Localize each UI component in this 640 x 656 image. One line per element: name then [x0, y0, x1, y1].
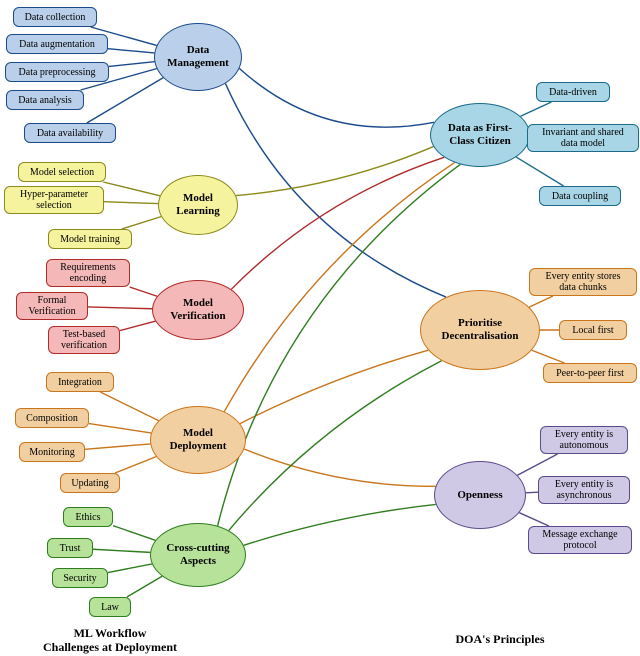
- leaf-label: Data analysis: [18, 95, 72, 106]
- leaf-label: Monitoring: [29, 447, 75, 458]
- leaf-label: Law: [101, 602, 119, 613]
- hub-data-mgmt: DataManagement: [154, 23, 242, 91]
- leaf-model-deploy-12: Composition: [15, 408, 89, 428]
- leaf-data-mgmt-3: Data analysis: [6, 90, 84, 110]
- hub-label: ModelVerification: [170, 297, 225, 322]
- leaf-data-first-20: Invariant and shareddata model: [527, 124, 639, 152]
- leaf-cross-cut-16: Trust: [47, 538, 93, 558]
- leaf-label: Trust: [60, 543, 81, 554]
- leaf-label: Test-basedverification: [61, 329, 107, 351]
- diagram-canvas: DataManagement ModelLearning ModelVerifica…: [0, 0, 640, 656]
- hub-label: Data as First-Class Citizen: [448, 122, 512, 147]
- leaf-label: Every entity isautonomous: [555, 429, 613, 451]
- leaf-label: Data availability: [37, 128, 103, 139]
- leaf-model-deploy-11: Integration: [46, 372, 114, 392]
- leaf-model-verif-9: FormalVerification: [16, 292, 88, 320]
- leaf-model-learning-6: Hyper-parameterselection: [4, 186, 104, 214]
- leaf-label: Invariant and shareddata model: [542, 127, 624, 149]
- leaf-label: Message exchangeprotocol: [542, 529, 617, 551]
- leaf-label: Data collection: [25, 12, 86, 23]
- leaf-label: Peer-to-peer first: [556, 368, 624, 379]
- leaf-openness-27: Message exchangeprotocol: [528, 526, 632, 554]
- leaf-label: Ethics: [76, 512, 101, 523]
- leaf-label: Data-driven: [549, 87, 597, 98]
- hub-label: Cross-cuttingAspects: [166, 542, 229, 567]
- leaf-prioritise-22: Every entity storesdata chunks: [529, 268, 637, 296]
- leaf-cross-cut-18: Law: [89, 597, 131, 617]
- leaf-model-deploy-14: Updating: [60, 473, 120, 493]
- leaf-prioritise-24: Peer-to-peer first: [543, 363, 637, 383]
- hub-model-deploy: ModelDeployment: [150, 406, 246, 474]
- caption-right: DOA's Principles: [420, 632, 580, 646]
- leaf-label: Requirementsencoding: [60, 262, 116, 284]
- hub-data-first: Data as First-Class Citizen: [430, 103, 530, 167]
- leaf-data-mgmt-4: Data availability: [24, 123, 116, 143]
- leaf-label: Hyper-parameterselection: [20, 189, 88, 211]
- leaf-cross-cut-15: Ethics: [63, 507, 113, 527]
- leaf-data-mgmt-2: Data preprocessing: [5, 62, 109, 82]
- leaf-label: Every entity storesdata chunks: [546, 271, 621, 293]
- hub-label: Openness: [457, 489, 502, 502]
- leaf-data-first-21: Data coupling: [539, 186, 621, 206]
- leaf-label: Local first: [572, 325, 613, 336]
- caption-left: ML WorkflowChallenges at Deployment: [10, 626, 210, 655]
- leaf-model-deploy-13: Monitoring: [19, 442, 85, 462]
- leaf-model-verif-8: Requirementsencoding: [46, 259, 130, 287]
- leaf-cross-cut-17: Security: [52, 568, 108, 588]
- leaf-model-learning-5: Model selection: [18, 162, 106, 182]
- leaf-model-verif-10: Test-basedverification: [48, 326, 120, 354]
- leaf-label: Every entity isasynchronous: [555, 479, 613, 501]
- leaf-label: FormalVerification: [28, 295, 75, 317]
- hub-model-verif: ModelVerification: [152, 280, 244, 340]
- hub-label: DataManagement: [167, 44, 229, 69]
- hub-model-learning: ModelLearning: [158, 175, 238, 235]
- hub-label: PrioritiseDecentralisation: [442, 317, 519, 342]
- leaf-data-mgmt-0: Data collection: [13, 7, 97, 27]
- leaf-model-learning-7: Model training: [48, 229, 132, 249]
- hub-cross-cut: Cross-cuttingAspects: [150, 523, 246, 587]
- hub-prioritise: PrioritiseDecentralisation: [420, 290, 540, 370]
- leaf-label: Model selection: [30, 167, 94, 178]
- leaf-label: Security: [63, 573, 96, 584]
- leaf-openness-26: Every entity isasynchronous: [538, 476, 630, 504]
- leaf-data-first-19: Data-driven: [536, 82, 610, 102]
- hub-label: ModelLearning: [176, 192, 219, 217]
- hub-label: ModelDeployment: [170, 427, 227, 452]
- leaf-label: Data preprocessing: [19, 67, 96, 78]
- leaf-label: Composition: [26, 413, 78, 424]
- leaf-data-mgmt-1: Data augmentation: [6, 34, 108, 54]
- leaf-label: Updating: [71, 478, 108, 489]
- leaf-prioritise-23: Local first: [559, 320, 627, 340]
- hub-openness: Openness: [434, 461, 526, 529]
- leaf-label: Integration: [58, 377, 102, 388]
- leaf-label: Model training: [60, 234, 120, 245]
- leaf-openness-25: Every entity isautonomous: [540, 426, 628, 454]
- leaf-label: Data coupling: [552, 191, 608, 202]
- leaf-label: Data augmentation: [19, 39, 95, 50]
